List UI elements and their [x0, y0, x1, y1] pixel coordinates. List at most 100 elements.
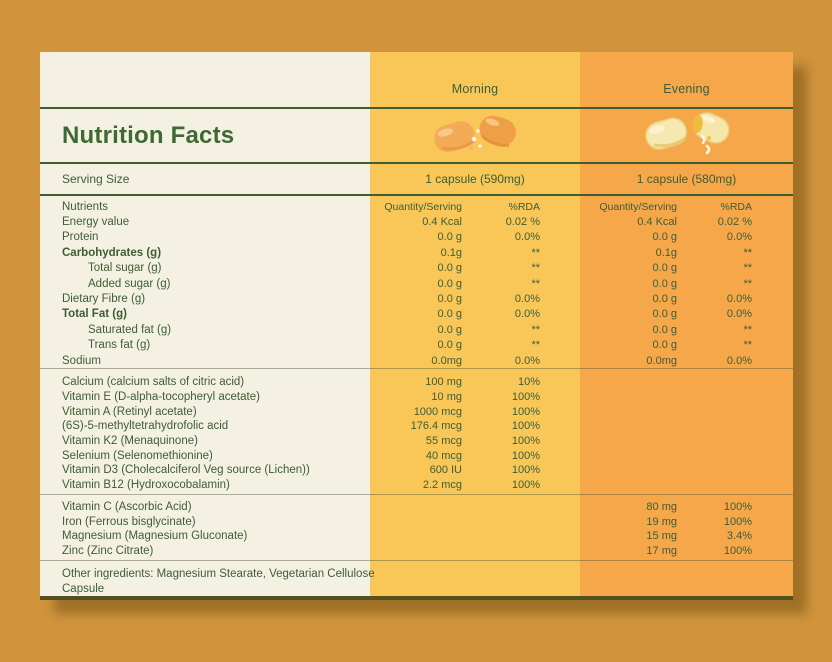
evening-column-background — [580, 52, 793, 596]
header-spacer — [40, 52, 370, 107]
evening-capsule-cell — [580, 109, 793, 162]
value-row: 0.0 g ** — [580, 276, 793, 291]
ingredient-label: Vitamin K2 (Menaquinone) — [62, 435, 198, 448]
open-capsule-yellow-icon — [639, 110, 735, 161]
value-row: 0.4 Kcal 0.02 % — [370, 214, 580, 229]
rda-value: 100% — [511, 435, 540, 448]
evening-value-headers: Quantity/Serving %RDA — [580, 199, 793, 214]
quantity-value: 15 mg — [646, 530, 677, 543]
value-row — [370, 544, 580, 559]
quantity-value: 0.0 g — [652, 231, 677, 244]
minerals-section: Vitamin C (Ascorbic Acid) Iron (Ferrous b… — [40, 495, 793, 561]
other-ingredients-text: Other ingredients: Magnesium Stearate, V… — [62, 568, 375, 595]
rda-value: ** — [531, 339, 540, 352]
rda-value: 0.0% — [514, 293, 540, 306]
rda-value: 0.02 % — [505, 216, 540, 229]
rda-value: 100% — [723, 501, 752, 514]
value-row — [370, 529, 580, 544]
open-capsule-orange-icon — [427, 110, 523, 161]
evening-column-title: Evening — [663, 82, 710, 96]
minerals-morning — [370, 500, 580, 558]
nutrients-morning: 0.4 Kcal 0.02 % 0.0 g 0.0% 0.1g ** 0.0 g ** 0.0 … — [370, 214, 580, 368]
nutrition-facts-card: Morning Evening Nutrition Facts — [40, 52, 793, 600]
ingredient-label: Added sugar (g) — [88, 277, 171, 290]
ingredient-label: (6S)-5-methyltetrahydrofolic acid — [62, 420, 229, 433]
nutrients-labels: Energy value Protein Carbohydrates (g) Tota… — [40, 214, 370, 368]
rda-value: 100% — [511, 391, 540, 404]
vitamins-morning: 100 mg 10% 10 mg 100% 1000 mcg 100% 176.4 mcg 1… — [370, 375, 580, 493]
vitamins-evening — [580, 375, 793, 493]
morning-column-background — [370, 52, 580, 596]
ingredient-label: Magnesium (Magnesium Gluconate) — [62, 530, 248, 543]
nutrients-evening: 0.4 Kcal 0.02 % 0.0 g 0.0% 0.1g ** 0.0 g ** 0.0 … — [580, 214, 793, 368]
quantity-value: 1000 mcg — [413, 405, 462, 418]
value-row: 10 mg 100% — [370, 390, 580, 405]
value-row: 0.0 g ** — [580, 338, 793, 353]
quantity-value: 0.4 Kcal — [637, 216, 677, 229]
nutrients-section: Nutrients Energy value Protein Carbohydrat… — [40, 196, 793, 369]
value-row — [580, 375, 793, 390]
ingredient-label: Zinc (Zinc Citrate) — [62, 545, 154, 558]
rda-value: 0.0% — [726, 308, 752, 321]
quantity-serving-header: Quantity/Serving — [599, 200, 677, 213]
value-row: 0.4 Kcal 0.02 % — [580, 214, 793, 229]
value-row — [580, 463, 793, 478]
quantity-value: 55 mcg — [425, 435, 462, 448]
morning-capsule-cell — [370, 109, 580, 162]
value-row: 0.0 g ** — [580, 322, 793, 337]
rda-value: ** — [743, 323, 752, 336]
value-row: 0.1g ** — [370, 245, 580, 260]
rda-value: 100% — [511, 449, 540, 462]
quantity-value: 0.0 g — [652, 339, 677, 352]
rda-value: ** — [531, 262, 540, 275]
quantity-value: 0.0 g — [652, 262, 677, 275]
other-ingredients-row: Other ingredients: Magnesium Stearate, V… — [40, 561, 793, 600]
ingredient-label: Carbohydrates (g) — [62, 246, 162, 259]
rda-value: 0.0% — [514, 308, 540, 321]
value-row — [370, 500, 580, 515]
rda-header: %RDA — [720, 200, 752, 213]
quantity-value: 0.0 g — [652, 308, 677, 321]
value-row: 0.1g ** — [580, 245, 793, 260]
quantity-value: 0.0 g — [652, 323, 677, 336]
quantity-value: 0.0mg — [431, 354, 462, 367]
value-row — [370, 515, 580, 530]
ingredient-label: Energy value — [62, 216, 130, 229]
value-row: 17 mg 100% — [580, 544, 793, 559]
quantity-value: 0.0 g — [437, 308, 462, 321]
morning-value-headers: Quantity/Serving %RDA — [370, 199, 580, 214]
ingredient-label: Calcium (calcium salts of citric acid) — [62, 376, 245, 389]
rda-value: 100% — [511, 464, 540, 477]
ingredient-label: Selenium (Selenomethionine) — [62, 449, 213, 462]
rda-value: 0.02 % — [717, 216, 752, 229]
value-row: 100 mg 10% — [370, 375, 580, 390]
ingredient-label: Vitamin D3 (Cholecalciferol Veg source (… — [62, 464, 310, 477]
rda-value: ** — [531, 323, 540, 336]
value-row: 0.0 g 0.0% — [580, 230, 793, 245]
value-row — [580, 478, 793, 493]
rda-value: 100% — [511, 420, 540, 433]
quantity-value: 17 mg — [646, 545, 677, 558]
ingredient-label: Vitamin E (D-alpha-tocopheryl acetate) — [62, 391, 260, 404]
quantity-value: 0.0 g — [437, 277, 462, 290]
value-row: 0.0 g ** — [370, 322, 580, 337]
rda-value: ** — [531, 246, 540, 259]
value-row — [580, 404, 793, 419]
column-header-row: Morning Evening — [40, 52, 793, 109]
minerals-labels: Vitamin C (Ascorbic Acid) Iron (Ferrous b… — [40, 500, 370, 558]
quantity-value: 0.0 g — [437, 231, 462, 244]
value-row: 0.0 g 0.0% — [370, 230, 580, 245]
ingredient-label: Trans fat (g) — [88, 339, 151, 352]
value-row: 176.4 mcg 100% — [370, 419, 580, 434]
ingredient-label: Dietary Fibre (g) — [62, 293, 146, 306]
ingredient-label: Iron (Ferrous bisglycinate) — [62, 515, 196, 528]
ingredient-label: Vitamin A (Retinyl acetate) — [62, 405, 197, 418]
quantity-value: 0.0 g — [652, 277, 677, 290]
morning-column-title: Morning — [451, 82, 499, 96]
ingredient-label: Protein — [62, 231, 99, 244]
quantity-value: 0.0 g — [437, 323, 462, 336]
quantity-value: 0.0mg — [646, 354, 677, 367]
morning-serving-value: 1 capsule (590mg) — [425, 172, 525, 186]
value-row: 19 mg 100% — [580, 515, 793, 530]
value-row: 55 mcg 100% — [370, 434, 580, 449]
